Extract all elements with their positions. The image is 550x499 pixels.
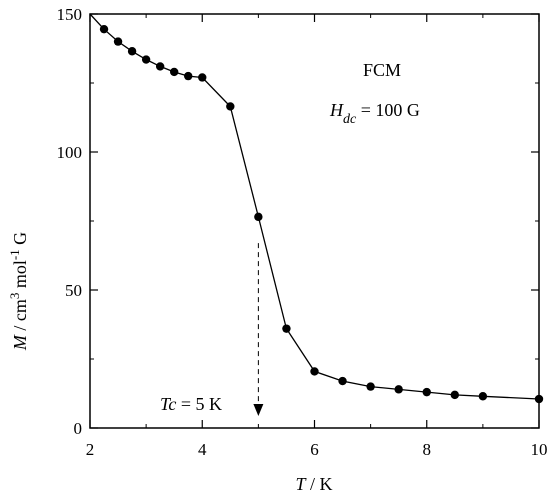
data-point bbox=[99, 24, 109, 34]
y-tick-label: 0 bbox=[74, 419, 83, 438]
plot-frame bbox=[89, 13, 540, 429]
x-axis-label: T / K bbox=[295, 474, 332, 494]
data-points bbox=[99, 24, 544, 404]
series-line bbox=[89, 13, 540, 400]
data-point bbox=[366, 382, 375, 391]
y-tick-label: 100 bbox=[57, 143, 83, 162]
data-point bbox=[478, 392, 488, 401]
data-point bbox=[198, 73, 207, 82]
data-point bbox=[450, 390, 460, 400]
data-point bbox=[282, 324, 291, 333]
data-point bbox=[226, 102, 235, 111]
tc-arrow-head bbox=[253, 404, 264, 416]
x-tick-label: 10 bbox=[531, 440, 548, 459]
data-point bbox=[534, 394, 544, 404]
data-point bbox=[394, 385, 403, 394]
tc-label: Tc = 5 K bbox=[160, 394, 222, 414]
ticks bbox=[89, 13, 540, 429]
data-point bbox=[155, 62, 165, 71]
y-tick-label: 150 bbox=[57, 5, 83, 24]
data-point bbox=[184, 71, 193, 81]
data-point bbox=[127, 47, 137, 56]
field-label: Hdc = 100 G bbox=[329, 100, 420, 127]
data-point bbox=[422, 387, 431, 397]
data-point bbox=[141, 55, 151, 64]
data-point bbox=[254, 212, 263, 222]
data-point bbox=[113, 37, 123, 46]
y-axis-label: M / cm3 mol-1 G bbox=[7, 232, 30, 351]
y-tick-label: 50 bbox=[65, 281, 82, 300]
mode-label: FCM bbox=[363, 60, 401, 80]
data-point bbox=[338, 376, 347, 386]
data-point bbox=[310, 367, 319, 376]
x-tick-label: 6 bbox=[310, 440, 319, 459]
x-tick-label: 8 bbox=[423, 440, 432, 459]
x-tick-label: 2 bbox=[86, 440, 95, 459]
x-tick-label: 4 bbox=[198, 440, 207, 459]
data-point bbox=[169, 67, 179, 77]
